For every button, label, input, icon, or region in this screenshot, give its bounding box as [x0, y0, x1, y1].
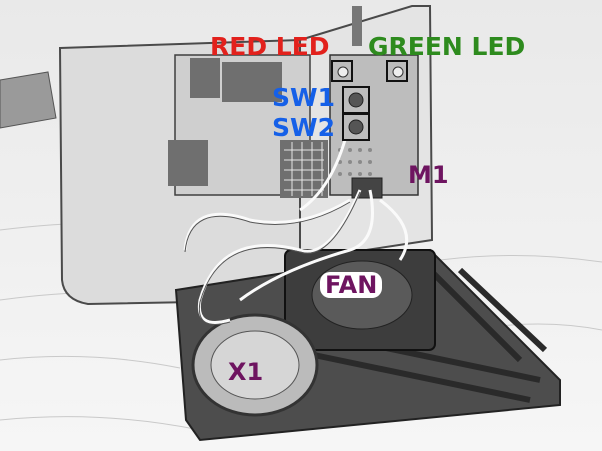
wire-outlines	[184, 191, 361, 325]
background-object	[0, 71, 57, 129]
wires	[183, 139, 409, 324]
tray-ribs	[289, 267, 548, 403]
fan-label: FAN	[320, 272, 383, 298]
speaker-cone	[210, 330, 300, 400]
sw2-label: SW2	[272, 113, 335, 142]
x1-label: X1	[228, 358, 264, 386]
switch-sw1	[348, 92, 364, 108]
red-led	[337, 66, 349, 78]
board-chips	[168, 58, 328, 198]
sw1-label: SW1	[272, 83, 335, 112]
green-led-label: GREEN LED	[368, 32, 526, 61]
chip-grid	[284, 142, 324, 196]
green-led-highlight-box	[386, 60, 408, 82]
green-led	[392, 66, 404, 78]
sw2-highlight-box	[342, 113, 370, 141]
sw1-highlight-box	[342, 86, 370, 114]
wall-slot	[352, 6, 362, 46]
m1-label: M1	[408, 161, 449, 189]
red-led-label: RED LED	[210, 32, 330, 61]
red-led-highlight-box	[331, 60, 353, 82]
switch-sw2	[348, 119, 364, 135]
